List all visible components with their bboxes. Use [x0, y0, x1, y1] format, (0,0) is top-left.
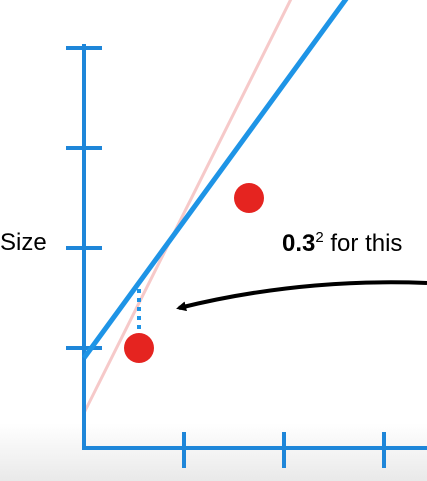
residual-annotation: 0.32 for this: [282, 229, 402, 258]
y-axis-label: Size: [0, 229, 47, 256]
data-point-2: [234, 183, 264, 213]
reference-line: [82, 0, 293, 414]
fit-line: [81, 0, 349, 360]
annotation-base: 0.3: [282, 230, 316, 257]
data-point-1: [124, 333, 154, 363]
annotation-arrow: [176, 280, 427, 312]
annotation-text: for this: [323, 230, 403, 257]
annotation-exponent: 2: [315, 229, 324, 246]
